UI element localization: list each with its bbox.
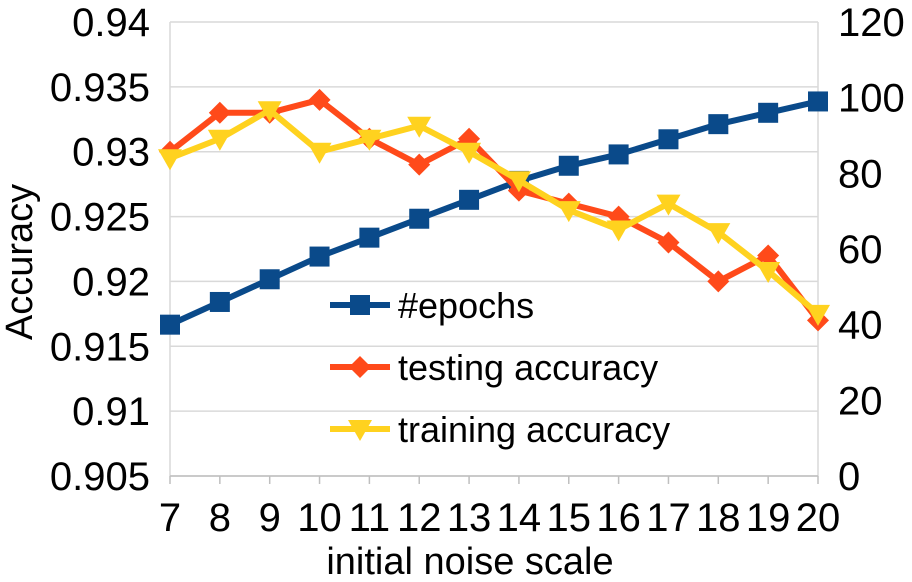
data-point [209, 291, 230, 312]
data-point [806, 304, 830, 326]
data-point [758, 102, 779, 123]
x-axis-title: initial noise scale [326, 541, 613, 582]
legend-swatch-marker [349, 356, 371, 378]
data-point [160, 314, 180, 335]
x-tick-label: 11 [349, 496, 391, 540]
y-tick-label: 0.92 [72, 260, 150, 304]
data-point [457, 142, 482, 164]
y-axis-title: Accuracy [0, 184, 41, 340]
y-tick-label: 0.91 [72, 390, 150, 434]
data-point [257, 101, 282, 123]
data-point [656, 194, 681, 216]
data-point [158, 149, 182, 171]
y2-tick-label: 120 [838, 1, 905, 45]
series-layer [158, 88, 830, 335]
y2-tick-label: 100 [838, 77, 905, 121]
data-point [706, 223, 731, 245]
legend-label: testing accuracy [398, 347, 658, 388]
y-tick-label: 0.905 [50, 455, 150, 499]
x-tick-label: 20 [796, 496, 841, 540]
x-tick-label: 19 [746, 496, 791, 540]
legend-entry: #epochs [330, 285, 534, 326]
tick-labels: 0.9050.910.9150.920.9250.930.9350.940204… [50, 1, 905, 540]
data-point [407, 116, 432, 138]
data-point [459, 189, 480, 210]
legend-label: training accuracy [398, 409, 670, 450]
data-point [808, 91, 828, 112]
y-tick-label: 0.93 [72, 131, 150, 175]
data-point [408, 153, 431, 176]
y2-tick-label: 80 [838, 152, 883, 196]
x-tick-label: 10 [297, 496, 342, 540]
data-point [707, 270, 730, 293]
legend-swatch-marker [350, 295, 370, 315]
data-point [409, 208, 430, 229]
x-tick-label: 13 [447, 496, 492, 540]
axes [169, 475, 819, 484]
data-point [506, 171, 531, 193]
data-point [757, 244, 780, 267]
series-training-accuracy [158, 101, 830, 326]
x-tick-label: 18 [696, 496, 741, 540]
x-tick-label: 17 [646, 496, 691, 540]
data-point [259, 269, 280, 290]
y-tick-label: 0.925 [50, 196, 150, 240]
data-point [608, 144, 629, 165]
data-point [606, 220, 631, 242]
data-point [207, 129, 232, 151]
data-point [756, 262, 781, 284]
data-point [309, 246, 330, 267]
y2-tick-label: 0 [838, 455, 860, 499]
data-point [357, 129, 382, 151]
data-point [307, 142, 332, 164]
data-point [359, 227, 380, 248]
data-point [556, 201, 581, 223]
legend-entry: training accuracy [330, 409, 670, 450]
legend: #epochs testing accuracy training accuracy [330, 285, 670, 450]
x-tick-label: 12 [397, 496, 442, 540]
x-tick-label: 7 [159, 496, 181, 540]
legend-entry: testing accuracy [330, 347, 658, 388]
y2-tick-label: 40 [838, 304, 883, 348]
x-tick-label: 8 [209, 496, 231, 540]
y2-tick-label: 60 [838, 228, 883, 272]
gridlines [169, 21, 819, 477]
legend-label: #epochs [398, 285, 534, 326]
data-point [708, 114, 729, 135]
data-point [657, 231, 680, 254]
x-tick-label: 9 [259, 496, 281, 540]
x-tick-label: 15 [547, 496, 592, 540]
data-point [658, 129, 679, 150]
y-tick-label: 0.915 [50, 325, 150, 369]
y-tick-label: 0.935 [50, 66, 150, 110]
y2-tick-label: 20 [838, 379, 883, 423]
x-tick-label: 16 [596, 496, 641, 540]
legend-swatch-marker [348, 420, 372, 441]
data-point [208, 101, 231, 124]
data-point [558, 155, 579, 176]
data-point [308, 88, 331, 111]
x-tick-label: 14 [497, 496, 542, 540]
y-tick-label: 0.94 [72, 1, 150, 45]
